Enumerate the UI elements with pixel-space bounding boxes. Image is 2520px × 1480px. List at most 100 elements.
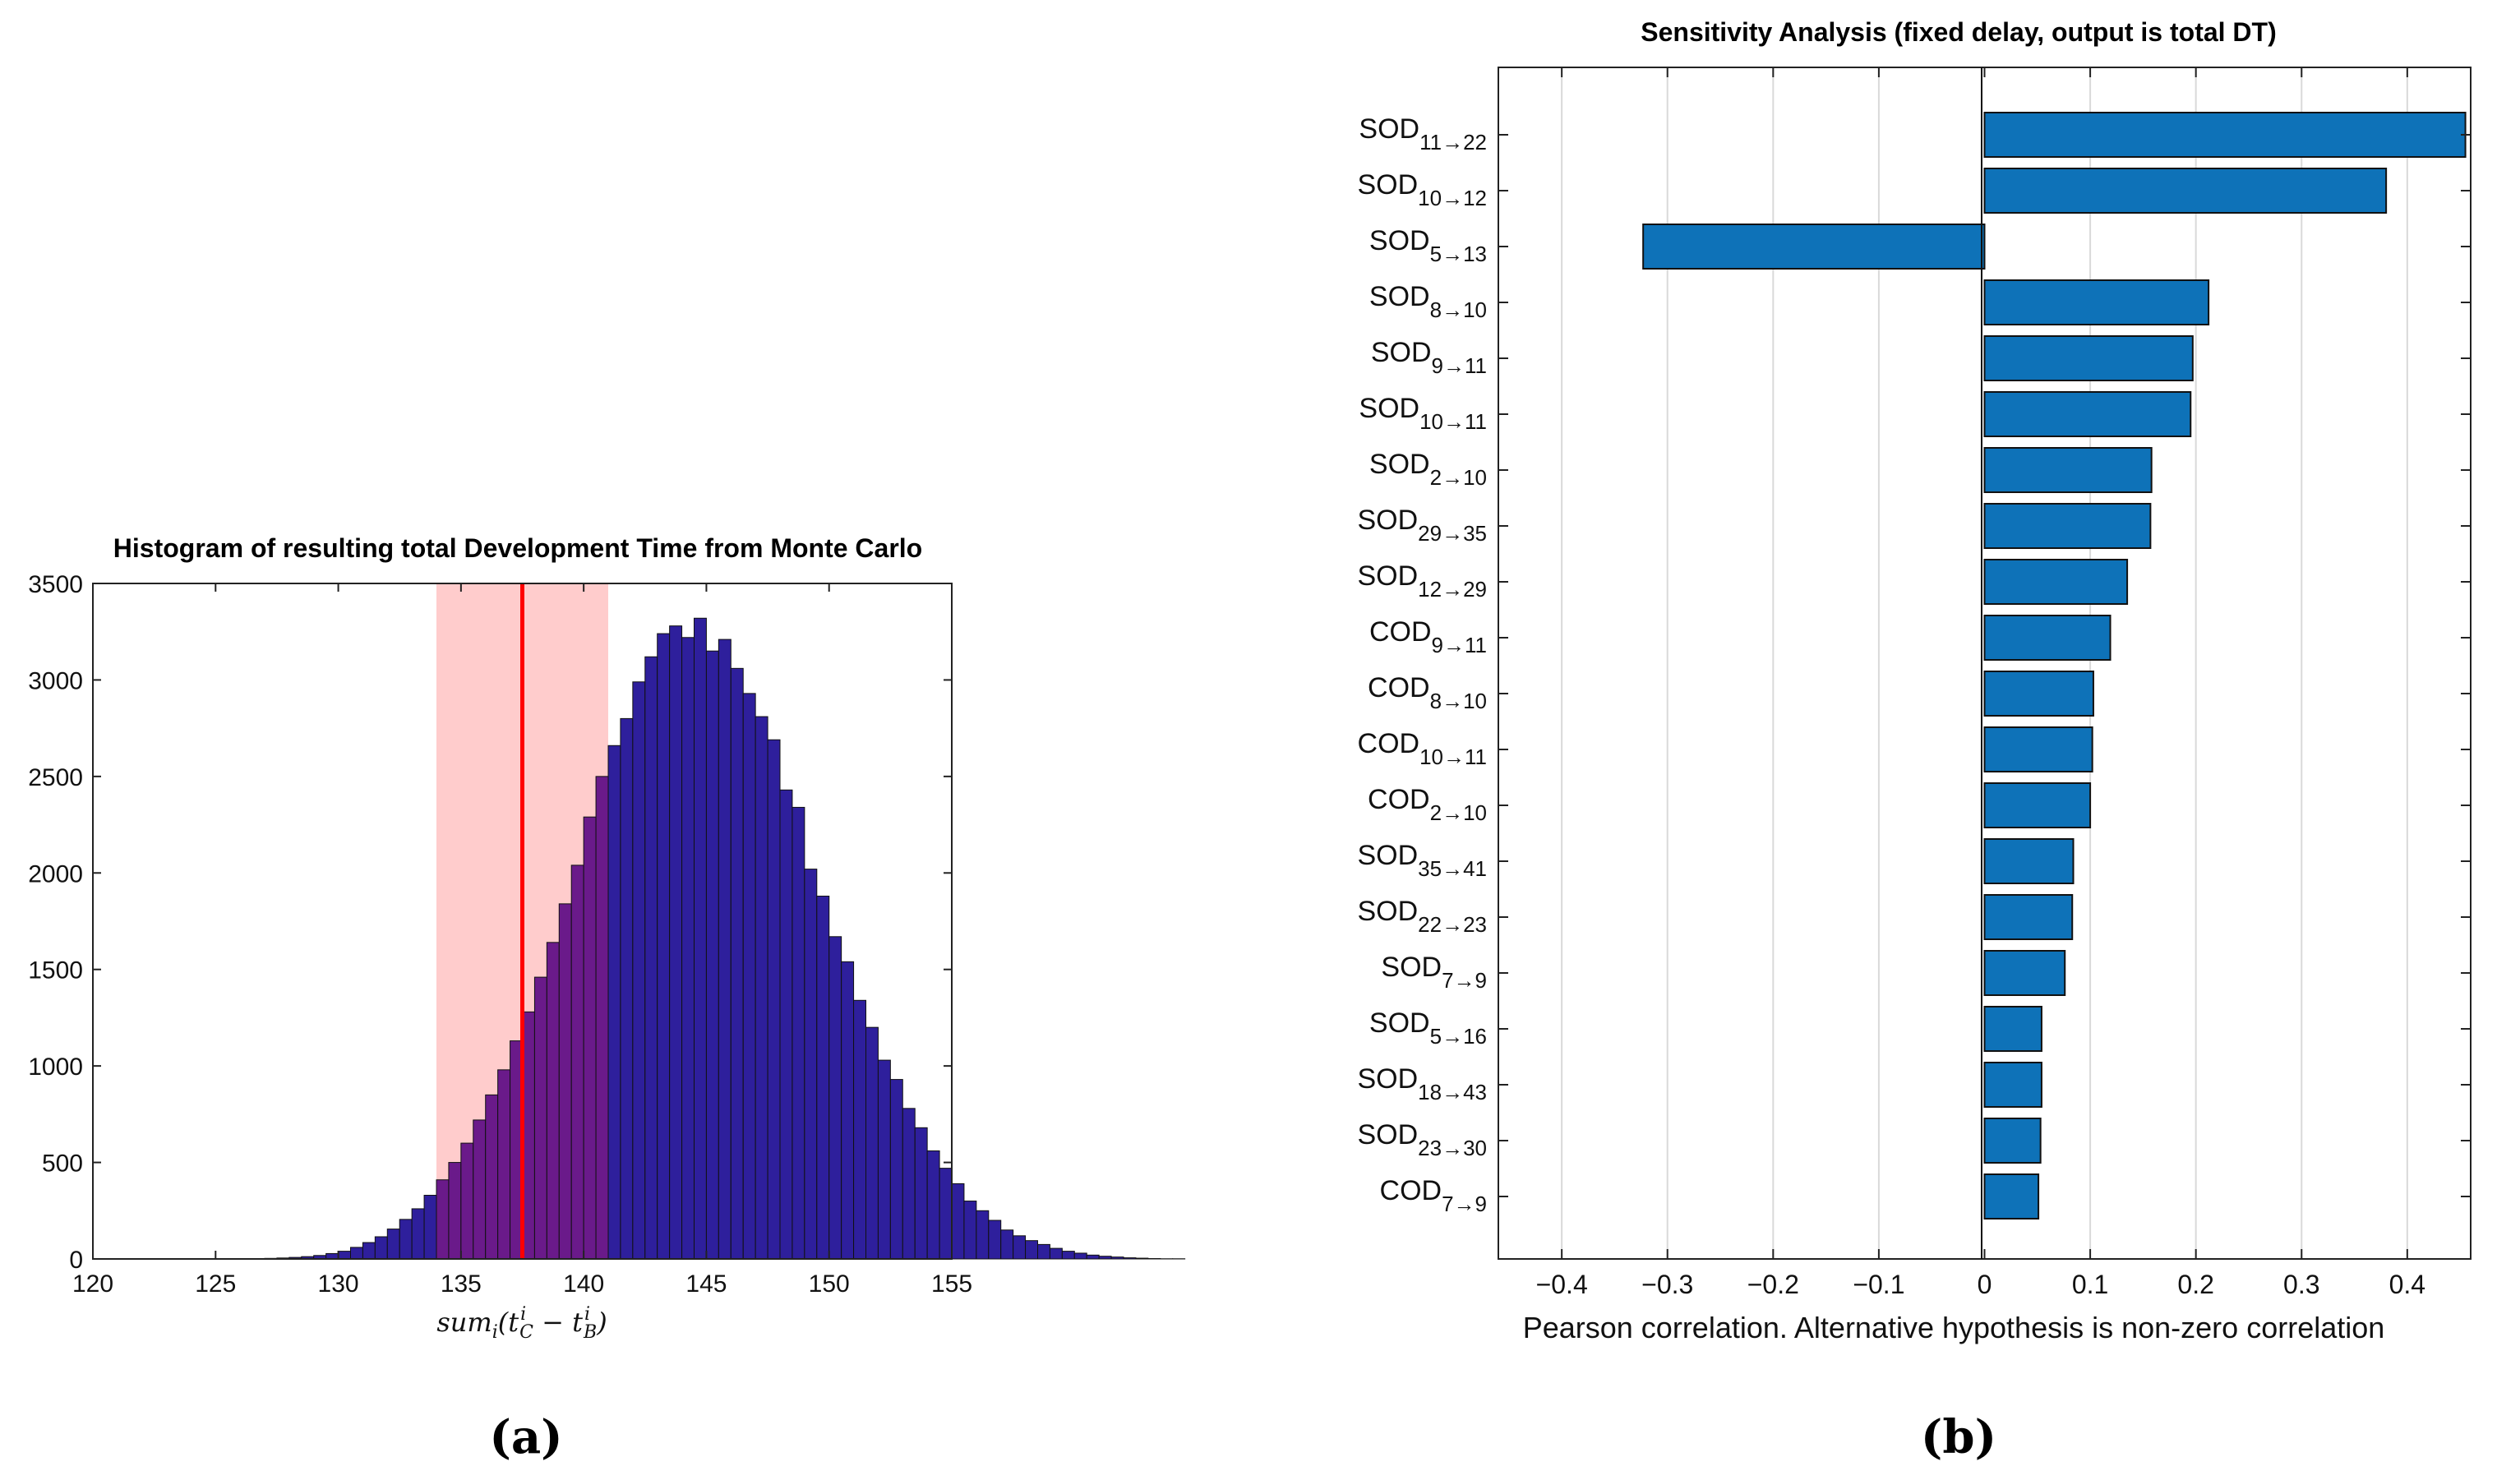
histogram-bar bbox=[595, 776, 609, 1260]
histogram-bar bbox=[1135, 1257, 1149, 1260]
histogram-bar bbox=[1061, 1251, 1075, 1260]
histogram-bar bbox=[877, 1059, 891, 1260]
histogram-bar bbox=[1098, 1256, 1112, 1260]
category-label: COD2→10 bbox=[1368, 784, 1487, 825]
y-tick-label: 2000 bbox=[28, 860, 83, 888]
histogram-bar bbox=[423, 1194, 437, 1260]
caption-a: (a) bbox=[489, 1410, 562, 1464]
caption-b: (b) bbox=[1921, 1410, 1996, 1464]
x-tick-label: 0.3 bbox=[2283, 1270, 2319, 1299]
histogram-bar bbox=[570, 864, 584, 1260]
histogram-bar bbox=[755, 716, 768, 1260]
histogram-bar bbox=[914, 1127, 928, 1260]
x-tick-label: 0.1 bbox=[2072, 1270, 2108, 1299]
sensitivity-bar bbox=[1983, 503, 2152, 549]
histogram-bar bbox=[338, 1251, 352, 1260]
x-tick-label: −0.2 bbox=[1747, 1270, 1799, 1299]
y-tick-label: 3500 bbox=[28, 571, 83, 598]
histogram-bar bbox=[1073, 1252, 1087, 1260]
histogram-bar bbox=[485, 1094, 499, 1260]
sensitivity-bar bbox=[1983, 168, 2388, 214]
histogram-bar bbox=[632, 681, 646, 1260]
histogram-bar bbox=[558, 903, 572, 1260]
histogram-bar bbox=[963, 1201, 977, 1260]
histogram-panel: Histogram of resulting total Development… bbox=[28, 533, 1186, 1464]
histogram-bar bbox=[1110, 1256, 1124, 1260]
histogram-bar bbox=[644, 656, 658, 1260]
category-label: SOD10→12 bbox=[1357, 169, 1487, 210]
histogram-bar bbox=[828, 936, 842, 1260]
sensitivity-bar bbox=[1983, 615, 2112, 661]
category-label: SOD5→13 bbox=[1369, 225, 1487, 266]
sensitivity-bar bbox=[1983, 1006, 2042, 1052]
y-tick-label: 500 bbox=[42, 1150, 83, 1178]
category-label: SOD29→35 bbox=[1357, 505, 1487, 546]
y-tick-label: 3000 bbox=[28, 667, 83, 694]
category-label: COD7→9 bbox=[1380, 1175, 1487, 1216]
sensitivity-bar bbox=[1983, 838, 2075, 884]
histogram-bar bbox=[816, 895, 830, 1260]
histogram-bar bbox=[411, 1208, 425, 1260]
histogram-bar bbox=[926, 1150, 940, 1260]
sensitivity-bar bbox=[1983, 726, 2093, 772]
histogram-bar bbox=[841, 961, 855, 1260]
sensitivity-bar bbox=[1983, 950, 2066, 996]
sensitivity-bar bbox=[1983, 559, 2129, 605]
histogram-bar bbox=[350, 1247, 363, 1260]
histogram-bar bbox=[497, 1069, 511, 1260]
x-tick-label: −0.3 bbox=[1641, 1270, 1693, 1299]
category-label: SOD9→11 bbox=[1371, 337, 1487, 378]
category-label: SOD23→30 bbox=[1357, 1119, 1487, 1160]
x-tick-label: 155 bbox=[931, 1270, 972, 1298]
histogram-bar bbox=[742, 693, 756, 1260]
histogram-bar bbox=[1025, 1240, 1038, 1260]
histogram-bar bbox=[473, 1119, 487, 1260]
sensitivity-bar bbox=[1983, 1173, 2040, 1220]
histogram-bar bbox=[951, 1183, 965, 1260]
histogram-bar bbox=[792, 806, 805, 1260]
category-label: SOD18→43 bbox=[1357, 1063, 1487, 1104]
sensitivity-bar bbox=[1983, 447, 2153, 493]
histogram-bar bbox=[939, 1168, 953, 1260]
y-tick-label: 2500 bbox=[28, 764, 83, 791]
sensitivity-bar bbox=[1983, 782, 2092, 828]
sensitivity-xlabel: Pearson correlation. Alternative hypothe… bbox=[1523, 1311, 2385, 1344]
histogram-bar bbox=[460, 1142, 474, 1260]
category-label: COD8→10 bbox=[1368, 672, 1487, 713]
histogram-bar bbox=[681, 637, 695, 1260]
x-tick-label: 0.2 bbox=[2177, 1270, 2213, 1299]
histogram-bar bbox=[1086, 1254, 1100, 1260]
histogram-bar bbox=[865, 1026, 879, 1260]
histogram-bar bbox=[448, 1162, 462, 1260]
histogram-bar bbox=[1049, 1247, 1063, 1260]
sensitivity-bar bbox=[1983, 335, 2194, 381]
category-label: SOD8→10 bbox=[1369, 281, 1487, 322]
histogram-bar bbox=[976, 1210, 990, 1260]
histogram-xlabel: sumi(ti C − ti B) bbox=[436, 1304, 607, 1343]
category-label: SOD5→16 bbox=[1369, 1007, 1487, 1049]
x-tick-label: −0.1 bbox=[1853, 1270, 1904, 1299]
x-tick-label: 0 bbox=[1978, 1270, 1992, 1299]
histogram-bar bbox=[988, 1220, 1002, 1260]
sensitivity-title: Sensitivity Analysis (fixed delay, outpu… bbox=[1641, 17, 2276, 47]
x-tick-label: 145 bbox=[685, 1270, 727, 1298]
sensitivity-bar bbox=[1983, 894, 2074, 940]
category-label: SOD7→9 bbox=[1381, 952, 1487, 993]
histogram-bar bbox=[804, 869, 818, 1260]
category-label: SOD35→41 bbox=[1357, 840, 1487, 881]
x-tick-label: 130 bbox=[318, 1270, 359, 1298]
histogram-bar bbox=[889, 1079, 903, 1260]
histogram-bar bbox=[730, 667, 744, 1260]
sensitivity-panel: Sensitivity Analysis (fixed delay, outpu… bbox=[1357, 17, 2472, 1464]
category-label: SOD12→29 bbox=[1357, 560, 1487, 602]
x-tick-label: 140 bbox=[563, 1270, 604, 1298]
histogram-bar bbox=[362, 1242, 376, 1260]
x-tick-label: 135 bbox=[441, 1270, 482, 1298]
x-tick-label: 120 bbox=[72, 1270, 113, 1298]
histogram-bar bbox=[436, 1179, 450, 1260]
histogram-bar bbox=[705, 650, 719, 1260]
category-label: SOD11→22 bbox=[1359, 113, 1487, 154]
histogram-bar bbox=[767, 739, 781, 1260]
histogram-axes-frame bbox=[92, 583, 953, 1260]
